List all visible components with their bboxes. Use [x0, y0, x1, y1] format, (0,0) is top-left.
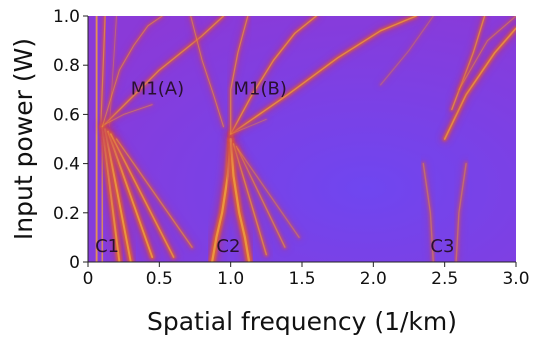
ridge-8 [106, 129, 179, 262]
x-tick-label: 1.0 [217, 269, 244, 289]
x-tick-label: 2.5 [431, 269, 458, 289]
ridge-20 [227, 16, 252, 138]
x-axis-title: Spatial frequency (1/km) [147, 307, 457, 336]
ridge-18 [226, 16, 421, 139]
plot-area: C1 C2 C3 M1(A) M1(B) [88, 16, 516, 262]
y-axis: 0 0.2 0.4 0.6 0.8 1.0 [53, 7, 89, 273]
x-axis: 0 0.5 1.0 1.5 2.0 2.5 3.0 [83, 261, 530, 289]
ridge-19 [226, 16, 320, 138]
ridge-15 [229, 139, 271, 259]
x-tick-label: 0 [83, 269, 94, 289]
ridge-23 [419, 159, 438, 262]
ridge-17 [234, 145, 303, 241]
ridge-25 [440, 23, 516, 144]
ridge-21 [187, 16, 227, 130]
annotation-layer: C1 C2 C3 M1(A) M1(B) [95, 79, 454, 258]
annotation-c2: C2 [216, 236, 240, 257]
ridge-9 [112, 135, 196, 251]
x-tick-label: 1.5 [288, 269, 315, 289]
y-axis-title: Input power (W) [9, 38, 38, 240]
ridge-6 [99, 123, 137, 262]
ridge-layer [91, 16, 516, 262]
y-tick-label: 0.2 [53, 204, 80, 224]
x-tick-label: 0.5 [146, 269, 173, 289]
ridge-12 [102, 102, 155, 127]
ridge-27 [455, 16, 516, 93]
annotation-c1: C1 [95, 236, 119, 257]
x-tick-label: 2.0 [360, 269, 387, 289]
ridge-22 [228, 117, 269, 137]
ridge-28 [377, 16, 436, 88]
y-tick-label: 0.6 [53, 105, 80, 125]
annotation-m1-b: M1(B) [234, 79, 287, 100]
annotation-c3: C3 [430, 236, 454, 257]
y-tick-label: 0.8 [53, 56, 80, 76]
ridge-14 [224, 132, 256, 262]
y-tick-label: 0 [69, 253, 80, 273]
ridge-2 [97, 16, 109, 131]
ridge-11 [99, 16, 166, 130]
y-tick-label: 1.0 [53, 7, 80, 27]
x-tick-label: 3.0 [502, 269, 529, 289]
ridge-10 [98, 16, 228, 131]
y-tick-label: 0.4 [53, 155, 80, 175]
ridge-24 [452, 159, 471, 262]
annotation-m1-a: M1(A) [131, 79, 184, 100]
